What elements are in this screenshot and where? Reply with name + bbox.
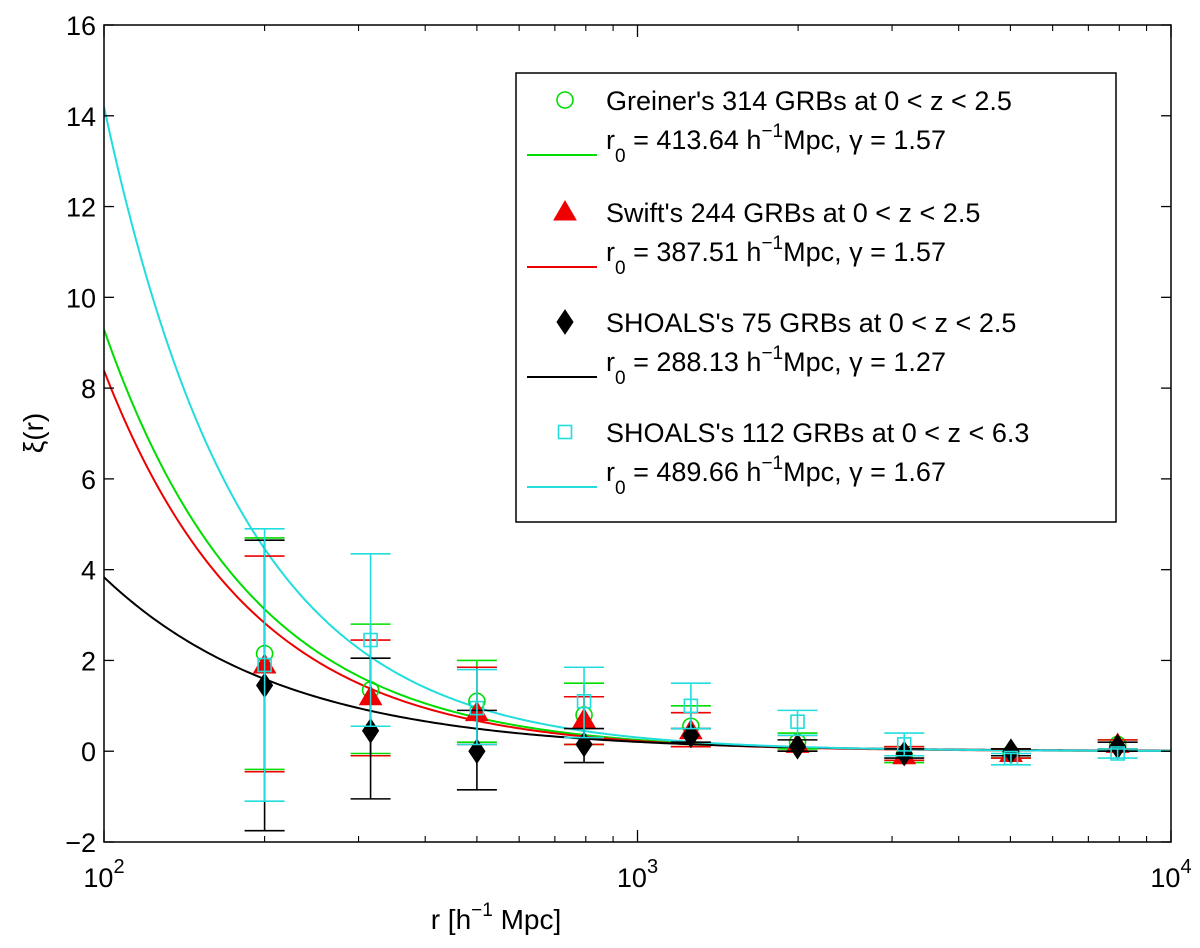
- legend-marker: [557, 424, 573, 440]
- legend-entry-4: SHOALS's 112 GRBs at 0 < z < 6.3 r0 = 489…: [527, 418, 1029, 499]
- error-bar: [456, 668, 497, 746]
- y-tick-label: 10: [66, 283, 96, 313]
- fit-curves: [104, 106, 1171, 752]
- data-point: [468, 738, 486, 765]
- y-tick-label: 12: [66, 193, 96, 223]
- legend-fit-label: r0 = 288.13 h−1Mpc, γ = 1.27: [606, 343, 946, 389]
- legend-fit-label: r0 = 413.64 h−1Mpc, γ = 1.57: [606, 121, 946, 167]
- legend-label: Greiner's 314 GRBs at 0 < z < 2.5: [606, 86, 1012, 116]
- fit-curve-4: [104, 106, 1171, 752]
- legend-marker: [556, 309, 574, 335]
- data-point: [257, 657, 272, 673]
- legend-marker: [556, 91, 574, 109]
- legend-entry-3: SHOALS's 75 GRBs at 0 < z < 2.5 r0 = 288.…: [527, 308, 1016, 389]
- data-point: [363, 632, 378, 648]
- series-4: [244, 528, 1138, 802]
- axis-ticks: [103, 24, 1172, 843]
- data-points: [244, 528, 1138, 832]
- data-point: [469, 700, 485, 716]
- error-bar: [564, 666, 605, 739]
- legend-marker: [553, 200, 577, 221]
- data-point: [1003, 750, 1019, 766]
- x-tick-labels: 102 103 104: [83, 856, 1191, 893]
- data-point: [790, 714, 805, 730]
- y-tick-label: 6: [81, 465, 96, 495]
- legend-label: Swift's 244 GRBs at 0 < z < 2.5: [606, 198, 980, 228]
- x-tick-label: 103: [617, 856, 658, 893]
- legend-label: SHOALS's 112 GRBs at 0 < z < 6.3: [606, 418, 1029, 448]
- data-point: [575, 731, 593, 758]
- legend-box: [515, 72, 1117, 523]
- data-point: [896, 737, 912, 752]
- legend-entry-2: Swift's 244 GRBs at 0 < z < 2.5 r0 = 387.…: [527, 198, 980, 279]
- x-tick-label: 104: [1150, 856, 1191, 893]
- y-tick-labels: −2 0 2 4 6 8 10 12 14 16: [65, 11, 96, 858]
- y-tick-label: 2: [81, 646, 96, 676]
- legend-label: SHOALS's 75 GRBs at 0 < z < 2.5: [606, 308, 1016, 338]
- y-tick-label: 4: [81, 556, 96, 586]
- error-bar: [244, 528, 285, 802]
- error-bar: [1097, 748, 1138, 759]
- y-tick-label: 0: [81, 737, 96, 767]
- y-tick-label: 8: [81, 374, 96, 404]
- error-bar: [884, 732, 925, 757]
- error-bar: [777, 709, 818, 737]
- data-point: [1110, 746, 1125, 761]
- legend: Greiner's 314 GRBs at 0 < z < 2.5 r0 = 41…: [515, 72, 1117, 523]
- y-tick-label: −2: [65, 828, 96, 858]
- data-point: [576, 693, 592, 709]
- y-tick-label: 14: [66, 102, 96, 132]
- x-tick-label: 102: [83, 856, 124, 893]
- data-point: [683, 698, 699, 714]
- legend-fit-label: r0 = 387.51 h−1Mpc, γ = 1.57: [606, 233, 946, 279]
- error-bar: [350, 552, 391, 728]
- x-axis-label: r [h−1 Mpc]: [431, 900, 562, 935]
- data-point: [788, 733, 807, 760]
- y-axis-label: ξ(r): [18, 413, 49, 454]
- y-tick-label: 16: [66, 11, 96, 41]
- legend-entry-1: Greiner's 314 GRBs at 0 < z < 2.5 r0 = 41…: [527, 86, 1012, 167]
- legend-fit-label: r0 = 489.66 h−1Mpc, γ = 1.67: [606, 453, 946, 499]
- data-point: [682, 722, 700, 749]
- error-bar: [670, 682, 711, 730]
